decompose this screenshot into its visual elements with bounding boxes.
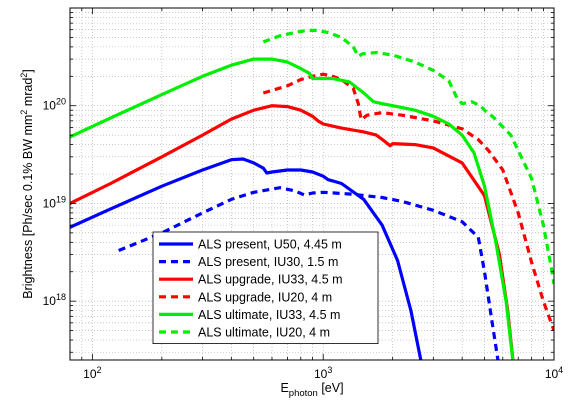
series-line-6 (262, 28, 554, 285)
legend-entry-2: ALS present, IU30, 1.5 m (198, 255, 338, 269)
series-line-3 (70, 104, 515, 360)
series-line-2 (118, 186, 500, 360)
legend-entry-1: ALS present, U50, 4.45 m (198, 238, 342, 252)
series-line-4 (262, 72, 554, 332)
series-line-5 (70, 57, 515, 360)
y-tick-label: 1018 (43, 292, 66, 308)
series-layer (70, 28, 554, 360)
legend-entry-6: ALS ultimate, IU20, 4 m (198, 326, 330, 340)
x-tick-label: 102 (83, 365, 101, 381)
x-tick-label: 103 (314, 365, 332, 381)
x-axis-label: Ephoton [eV] (280, 381, 343, 399)
plot-frame (69, 7, 555, 361)
y-tick-label: 1019 (43, 194, 66, 210)
ticks (69, 7, 555, 360)
series-line-1 (70, 157, 423, 360)
x-tick-label: 104 (545, 365, 563, 381)
legend-box (152, 231, 379, 344)
legend-entry-5: ALS ultimate, IU33, 4.5 m (198, 308, 340, 322)
legend: ALS present, U50, 4.45 m ALS present, IU3… (152, 231, 379, 344)
legend-entry-3: ALS upgrade, IU33, 4.5 m (198, 273, 343, 287)
y-tick-label: 1020 (43, 97, 66, 113)
y-axis-label: Brightness [Ph/sec 0.1% BW mm2 mrad2] (19, 69, 35, 299)
legend-entry-4: ALS upgrade, IU20, 4 m (198, 290, 332, 304)
tick-labels: 102 103 104 1018 1019 1020 (43, 97, 564, 381)
